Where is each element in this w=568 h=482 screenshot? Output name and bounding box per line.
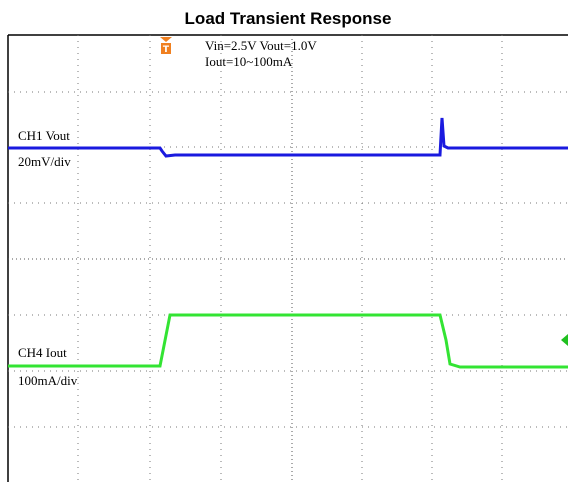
channel-scale: 20mV/div (18, 154, 71, 169)
trigger-marker: T (160, 37, 172, 55)
svg-text:T: T (163, 45, 170, 55)
ch4-trace (8, 313, 568, 369)
ch1-trace (8, 117, 568, 158)
channel-scale: 100mA/div (18, 373, 78, 388)
scope-grid (7, 34, 568, 482)
condition: Iout=10~100mA (205, 54, 293, 69)
ch4-marker (561, 334, 568, 346)
condition: Vin=2.5V Vout=1.0V (205, 38, 317, 53)
channel-name: CH1 Vout (18, 128, 70, 143)
channel-name: CH4 Iout (18, 345, 67, 360)
title: Load Transient Response (185, 9, 392, 28)
